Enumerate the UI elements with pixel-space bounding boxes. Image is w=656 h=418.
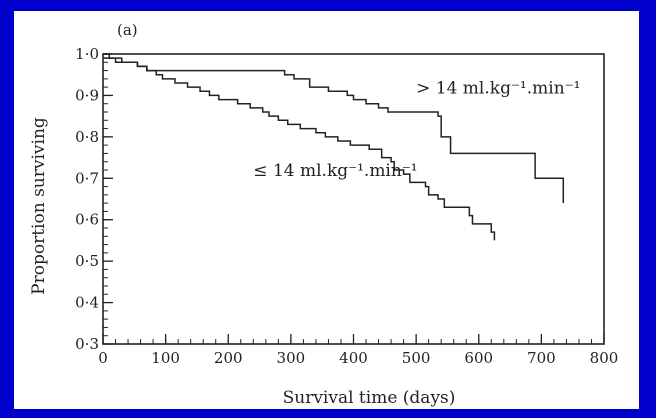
x-tick-label: 800	[590, 349, 619, 367]
series-label-1: > 14 ml.kg⁻¹.min⁻¹	[416, 78, 580, 98]
x-tick-label: 500	[402, 349, 431, 367]
axes: 0 100 200 300 400 500 600 700 800 0·3 0·4 0·5 0·6 0·7…	[75, 45, 618, 367]
y-tick-label: 0·4	[75, 294, 99, 312]
y-tick-label: 0·5	[75, 252, 99, 270]
survival-chart: (a) 0 100 200 300 400 500 600 700 800 0·3 0·4 0·5 0·…	[29, 21, 618, 408]
series-label-2: ≤ 14 ml.kg⁻¹.min⁻¹	[253, 161, 417, 181]
series-layer	[103, 53, 565, 241]
x-axis-title: Survival time (days)	[283, 388, 456, 408]
panel-label: (a)	[117, 21, 138, 39]
x-tick-label: 0	[98, 349, 108, 367]
survival-curve-2	[103, 53, 496, 241]
y-tick-label: 0·7	[75, 169, 99, 187]
chart-frame: (a) 0 100 200 300 400 500 600 700 800 0·3 0·4 0·5 0·…	[14, 11, 639, 409]
x-tick-label: 400	[339, 349, 368, 367]
y-tick-label: 0·3	[75, 335, 99, 353]
y-tick-label: 1·0	[75, 45, 99, 63]
x-tick-label: 600	[464, 349, 493, 367]
x-tick-label: 200	[214, 349, 243, 367]
x-tick-label: 300	[277, 349, 306, 367]
y-axis-title: Proportion surviving	[29, 117, 49, 295]
y-tick-label: 0·6	[75, 211, 99, 229]
annotation-layer: > 14 ml.kg⁻¹.min⁻¹ ≤ 14 ml.kg⁻¹.min⁻¹	[253, 78, 580, 181]
x-tick-label: 100	[151, 349, 180, 367]
x-tick-label: 700	[527, 349, 556, 367]
y-tick-label: 0·8	[75, 128, 99, 146]
survival-curve-1	[103, 57, 565, 204]
y-tick-label: 0·9	[75, 86, 99, 104]
